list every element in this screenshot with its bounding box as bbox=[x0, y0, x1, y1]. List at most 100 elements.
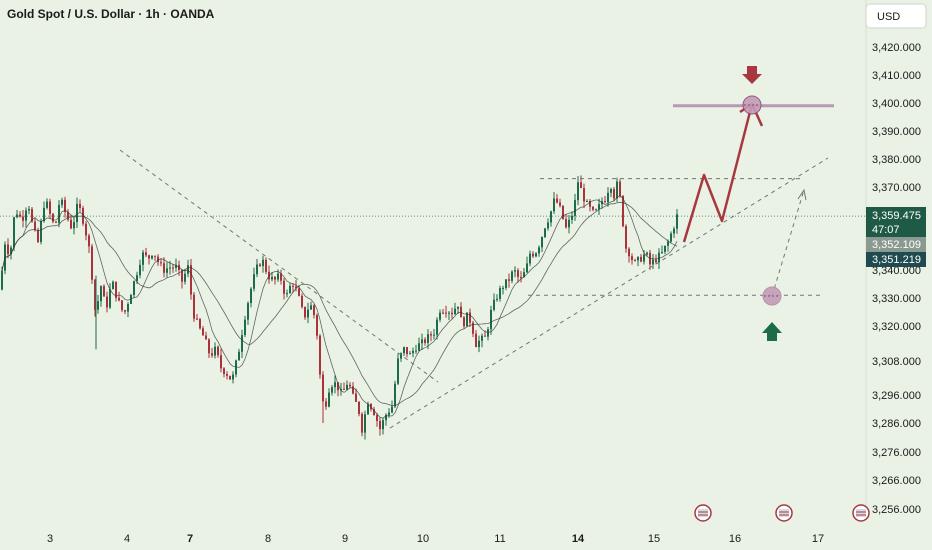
candle-body bbox=[469, 312, 471, 323]
candle-body bbox=[241, 335, 243, 352]
currency-button-label: USD bbox=[877, 11, 900, 23]
us-flag-event-icon[interactable] bbox=[775, 504, 793, 522]
x-tick-label: 4 bbox=[124, 533, 130, 545]
candle-body bbox=[379, 420, 381, 430]
candle-body bbox=[313, 305, 315, 316]
candle-body bbox=[196, 318, 198, 320]
candle-body bbox=[466, 312, 468, 327]
us-flag-event-icon[interactable] bbox=[694, 504, 712, 522]
ma-price-tag-2-value: 3,351.219 bbox=[872, 254, 921, 266]
candle-body bbox=[520, 276, 522, 278]
candle-body bbox=[598, 204, 600, 210]
candle-body bbox=[73, 222, 75, 229]
candle-body bbox=[22, 216, 24, 221]
down-arrow-icon bbox=[742, 66, 762, 84]
candle-body bbox=[109, 289, 111, 308]
candle-body bbox=[118, 297, 120, 301]
candle-body bbox=[541, 237, 543, 248]
candle-body bbox=[199, 319, 201, 329]
candle-body bbox=[223, 368, 225, 374]
y-tick-label: 3,276.000 bbox=[872, 447, 921, 459]
candle-body bbox=[7, 244, 9, 255]
candle-body bbox=[625, 226, 627, 249]
candle-body bbox=[229, 375, 231, 380]
candle-body bbox=[172, 267, 174, 269]
candle-body bbox=[352, 386, 354, 394]
candle-body bbox=[607, 192, 609, 203]
current-price-tag-value: 3,359.475 bbox=[872, 210, 921, 222]
x-tick-label: 7 bbox=[187, 533, 193, 545]
candle-body bbox=[142, 252, 144, 265]
candle-body bbox=[415, 350, 417, 352]
candle-body bbox=[226, 373, 228, 376]
candle-body bbox=[388, 412, 390, 415]
candle-body bbox=[634, 260, 636, 262]
candle-body bbox=[664, 245, 666, 252]
candle-body bbox=[319, 335, 321, 375]
candle-body bbox=[127, 303, 129, 312]
candle-body bbox=[670, 233, 672, 242]
candle-body bbox=[280, 273, 282, 281]
candle-body bbox=[646, 252, 648, 255]
candle-body bbox=[49, 201, 51, 214]
candle-body bbox=[175, 264, 177, 268]
candle-body bbox=[64, 199, 66, 212]
candle-body bbox=[373, 409, 375, 416]
candle-body bbox=[397, 358, 399, 384]
candle-body bbox=[592, 206, 594, 210]
candle-body bbox=[274, 276, 276, 280]
currency-button[interactable]: USD bbox=[865, 3, 927, 29]
candle-body bbox=[481, 335, 483, 341]
candle-body bbox=[403, 347, 405, 354]
candle-body bbox=[193, 294, 195, 319]
candle-body bbox=[358, 401, 360, 414]
candle-body bbox=[643, 254, 645, 262]
candle-body bbox=[52, 213, 54, 222]
candle-body bbox=[526, 263, 528, 273]
candle-body bbox=[499, 288, 501, 299]
candle-body bbox=[544, 228, 546, 238]
y-tick-label: 3,400.000 bbox=[872, 98, 921, 110]
candle-body bbox=[433, 334, 435, 336]
candle-body bbox=[211, 353, 213, 356]
candle-body bbox=[442, 312, 444, 314]
candle-body bbox=[190, 265, 192, 295]
candle-body bbox=[250, 288, 252, 304]
candle-body bbox=[538, 247, 540, 254]
candle-body bbox=[16, 214, 18, 218]
candle-body bbox=[547, 222, 549, 229]
candle-body bbox=[139, 264, 141, 276]
y-tick-label: 3,410.000 bbox=[872, 70, 921, 82]
candle-body bbox=[100, 286, 102, 302]
candle-body bbox=[472, 322, 474, 334]
us-flag-event-icon[interactable] bbox=[852, 504, 870, 522]
candle-body bbox=[613, 189, 615, 199]
candle-body bbox=[277, 273, 279, 280]
candle-body bbox=[253, 274, 255, 289]
candle-body bbox=[235, 360, 237, 375]
candle-body bbox=[325, 401, 327, 407]
x-tick-label: 14 bbox=[572, 533, 585, 545]
y-tick-label: 3,330.000 bbox=[872, 293, 921, 305]
y-tick-label: 3,266.000 bbox=[872, 475, 921, 487]
candle-body bbox=[502, 287, 504, 289]
y-tick-label: 3,420.000 bbox=[872, 42, 921, 54]
candle-body bbox=[307, 309, 309, 318]
moving-average-fast bbox=[1, 195, 678, 419]
candle-body bbox=[247, 303, 249, 320]
candle-body bbox=[85, 223, 87, 236]
drawings-layer bbox=[0, 66, 870, 522]
candle-body bbox=[361, 413, 363, 433]
candle-body bbox=[595, 209, 597, 211]
candle-body bbox=[220, 355, 222, 369]
candle-body bbox=[298, 288, 300, 296]
x-axis: 3 4 7 8 9 10 11 14 15 16 17 bbox=[47, 533, 824, 545]
candle-body bbox=[91, 246, 93, 280]
candle-body bbox=[376, 415, 378, 421]
candle-body bbox=[112, 281, 114, 290]
candle-body bbox=[148, 255, 150, 259]
candle-body bbox=[232, 374, 234, 380]
y-tick-label: 3,286.000 bbox=[872, 418, 921, 430]
candle-body bbox=[94, 279, 96, 310]
